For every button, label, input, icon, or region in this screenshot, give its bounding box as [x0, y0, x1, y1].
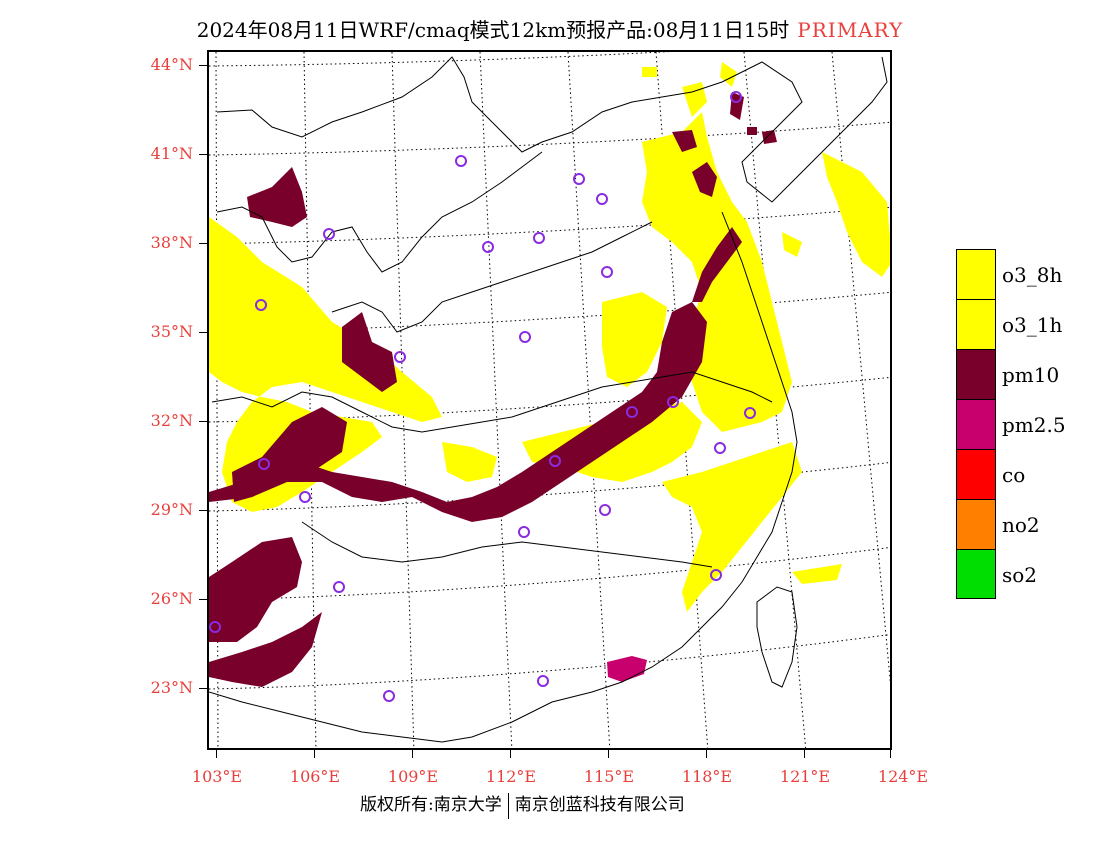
station-circle [299, 491, 311, 503]
legend-swatch [956, 549, 996, 599]
station-circle [533, 232, 545, 244]
station-circle [573, 173, 585, 185]
lon-tick [510, 750, 511, 758]
station-circle [537, 675, 549, 687]
legend-label: o3_8h [1002, 263, 1063, 287]
lat-label-23: 23°N [150, 678, 193, 697]
lon-label-121: 121°E [779, 767, 831, 786]
title-main: 2024年08月11日WRF/cmaq模式12km预报产品:08月11日15时 [196, 18, 790, 42]
copyright-footer: 版权所有:南京大学 南京创蓝科技有限公司 [360, 790, 685, 819]
map-canvas [209, 52, 890, 748]
lat-tick [199, 154, 207, 155]
legend-item-no2: no2 [956, 499, 1074, 549]
lon-label-118: 118°E [681, 767, 733, 786]
station-circle [626, 406, 638, 418]
lat-tick [199, 332, 207, 333]
station-circle [323, 228, 335, 240]
lon-label-124: 124°E [877, 767, 929, 786]
station-circle [518, 526, 530, 538]
footer-left: 版权所有:南京大学 [360, 795, 502, 815]
lat-tick [199, 243, 207, 244]
legend-swatch [956, 399, 996, 449]
lon-tick [216, 750, 217, 758]
legend-label: no2 [1002, 513, 1040, 537]
lon-label-103: 103°E [191, 767, 243, 786]
lon-tick [890, 750, 891, 758]
map-frame [207, 50, 892, 750]
station-circle [710, 569, 722, 581]
station-circle [482, 241, 494, 253]
legend-label: o3_1h [1002, 313, 1063, 337]
map-title: 2024年08月11日WRF/cmaq模式12km预报产品:08月11日15时 P… [0, 14, 1100, 43]
legend-label: so2 [1002, 563, 1038, 587]
legend-label: co [1002, 463, 1026, 487]
lat-label-44: 44°N [150, 55, 193, 74]
pm25-layer [607, 656, 647, 682]
station-circle [333, 581, 345, 593]
borders [209, 56, 888, 743]
station-circle [744, 407, 756, 419]
legend-label: pm2.5 [1002, 413, 1066, 437]
lon-tick [804, 750, 805, 758]
footer-right: 南京创蓝科技有限公司 [514, 795, 685, 815]
lat-tick [199, 599, 207, 600]
station-circle [667, 396, 679, 408]
lat-tick [199, 421, 207, 422]
station-circle [383, 690, 395, 702]
legend-swatch [956, 499, 996, 549]
lat-label-41: 41°N [150, 144, 193, 163]
legend-item-o3-1h: o3_1h [956, 299, 1074, 349]
lon-label-112: 112°E [485, 767, 537, 786]
station-circle [258, 458, 270, 470]
lat-tick [199, 65, 207, 66]
lat-tick [199, 688, 207, 689]
title-tag: PRIMARY [797, 18, 904, 42]
lon-tick [314, 750, 315, 758]
lon-tick [608, 750, 609, 758]
station-circle [601, 266, 613, 278]
station-circle [549, 455, 561, 467]
lon-tick [706, 750, 707, 758]
station-circle [209, 621, 221, 633]
station-circle [255, 299, 267, 311]
legend-swatch [956, 299, 996, 349]
station-circle [596, 193, 608, 205]
lat-label-35: 35°N [150, 322, 193, 341]
station-circle [730, 91, 742, 103]
station-circle [519, 331, 531, 343]
lat-label-38: 38°N [150, 233, 193, 252]
legend-item-o3-8h: o3_8h [956, 249, 1074, 299]
legend-label: pm10 [1002, 363, 1060, 387]
o3-layer [209, 62, 890, 612]
station-circle [455, 155, 467, 167]
station-markers [209, 91, 756, 702]
legend-swatch [956, 449, 996, 499]
legend-item-pm10: pm10 [956, 349, 1074, 399]
legend-item-so2: so2 [956, 549, 1074, 599]
station-circle [599, 504, 611, 516]
lat-label-26: 26°N [150, 589, 193, 608]
lat-label-32: 32°N [150, 411, 193, 430]
lat-tick [199, 510, 207, 511]
lon-label-109: 109°E [387, 767, 439, 786]
lat-label-29: 29°N [150, 500, 193, 519]
pm10-layer [209, 92, 777, 687]
footer-separator [507, 792, 509, 819]
lon-label-115: 115°E [583, 767, 635, 786]
lon-label-106: 106°E [289, 767, 341, 786]
legend-swatch [956, 249, 996, 299]
lon-tick [412, 750, 413, 758]
legend-item-pm25: pm2.5 [956, 399, 1074, 449]
station-circle [394, 351, 406, 363]
legend: o3_8h o3_1h pm10 pm2.5 co no2 so2 [956, 249, 1074, 599]
legend-swatch [956, 349, 996, 399]
legend-item-co: co [956, 449, 1074, 499]
station-circle [714, 442, 726, 454]
